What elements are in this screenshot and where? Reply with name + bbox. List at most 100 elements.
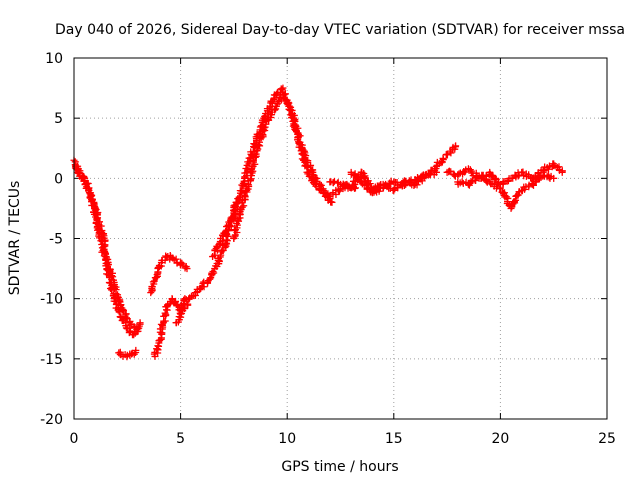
data-point-dense — [482, 175, 490, 183]
data-point-dense — [327, 198, 335, 206]
data-point-dense — [478, 172, 486, 180]
series-track-12 — [347, 167, 440, 197]
data-point-dense — [535, 175, 543, 183]
data-point-dense — [351, 180, 359, 188]
data-point-dense — [213, 243, 221, 251]
data-point-dense — [254, 141, 262, 149]
data-point-dense — [545, 165, 553, 173]
data-point-dense — [278, 86, 286, 94]
data-point-dense — [133, 323, 141, 331]
data-point-dense — [514, 191, 522, 199]
data-point-dense — [387, 177, 395, 185]
data-point-dense — [292, 126, 300, 134]
data-point-dense — [537, 174, 545, 182]
data-point-dense — [467, 178, 475, 186]
data-point-dense — [236, 187, 244, 195]
series-track-8 — [230, 90, 289, 242]
data-point-dense — [181, 264, 189, 272]
data-point-dense — [184, 300, 192, 308]
y-axis-label: SDTVAR / TECUs — [7, 181, 23, 296]
data-point-dense — [430, 167, 438, 175]
data-point-dense — [260, 124, 268, 132]
data-point-dense — [110, 285, 118, 293]
data-point-dense — [217, 248, 225, 256]
data-point-dense — [162, 303, 170, 311]
x-tick-label: 0 — [70, 431, 79, 447]
data-point-dense — [496, 185, 504, 193]
data-point-dense — [451, 143, 459, 151]
data-point-dense — [90, 199, 98, 207]
data-point-dense — [182, 263, 190, 271]
data-point-dense — [101, 249, 109, 257]
data-points — [70, 84, 566, 361]
series-track-3 — [115, 346, 140, 361]
data-point-dense — [501, 193, 509, 201]
y-tick-label: 0 — [54, 171, 63, 187]
data-point-dense — [399, 182, 407, 190]
y-tick-label: -10 — [40, 292, 63, 308]
data-point-dense — [132, 349, 140, 357]
data-point-dense — [290, 120, 298, 128]
data-point-dense — [547, 172, 555, 180]
data-point-dense — [253, 147, 261, 155]
data-point-dense — [473, 172, 481, 180]
data-point-dense — [258, 116, 266, 124]
data-point-dense — [271, 106, 279, 114]
data-point-dense — [248, 164, 256, 172]
data-point-dense — [366, 180, 374, 188]
data-point-dense — [447, 149, 455, 157]
data-point-dense — [98, 227, 106, 235]
data-point-dense — [152, 274, 160, 282]
data-point-dense — [439, 154, 447, 162]
series-track-4 — [150, 295, 189, 360]
y-tick-label: -15 — [40, 352, 63, 368]
data-point-dense — [558, 167, 566, 175]
data-point-dense — [334, 179, 342, 187]
data-point-dense — [303, 162, 311, 170]
data-point-dense — [206, 275, 214, 283]
series-track-5 — [147, 252, 191, 297]
data-point-dense — [264, 115, 272, 123]
x-tick-label: 10 — [278, 431, 296, 447]
data-point-dense — [277, 85, 285, 93]
y-tick-label: -5 — [49, 232, 63, 248]
y-tick-label: 10 — [45, 51, 63, 67]
data-point-dense — [261, 123, 269, 131]
data-point-dense — [229, 206, 237, 214]
plot-frame — [73, 57, 608, 420]
data-point-dense — [169, 254, 177, 262]
data-point-dense — [515, 171, 523, 179]
x-tick-label: 20 — [491, 431, 509, 447]
data-point-dense — [451, 172, 459, 180]
series-track-2 — [72, 162, 142, 333]
data-point-dense — [221, 241, 229, 249]
data-point-dense — [389, 186, 397, 194]
y-tick-label: 5 — [54, 111, 63, 127]
data-point-dense — [122, 314, 130, 322]
data-point — [279, 90, 287, 98]
data-point-dense — [510, 198, 518, 206]
data-point-dense — [191, 291, 199, 299]
data-point-dense — [410, 181, 418, 189]
data-point-dense — [196, 284, 204, 292]
data-point-dense — [149, 278, 157, 286]
x-tick-label: 25 — [598, 431, 616, 447]
data-point-dense — [307, 167, 315, 175]
data-point-dense — [226, 221, 234, 229]
chart-title: Day 040 of 2026, Sidereal Day-to-day VTE… — [55, 22, 625, 38]
x-axis-label: GPS time / hours — [281, 459, 398, 475]
x-tick-label: 15 — [385, 431, 403, 447]
x-tick-label: 5 — [176, 431, 185, 447]
data-point-dense — [375, 187, 383, 195]
data-point-dense — [483, 178, 491, 186]
series-track-14 — [454, 171, 558, 212]
data-point-dense — [443, 151, 451, 159]
data-point-dense — [104, 261, 112, 269]
y-tick-label: -20 — [40, 412, 63, 428]
data-point-dense — [92, 206, 100, 214]
data-point-dense — [209, 267, 217, 275]
series-track-10 — [283, 96, 336, 206]
data-point-dense — [158, 321, 166, 329]
data-point-dense — [172, 255, 180, 263]
